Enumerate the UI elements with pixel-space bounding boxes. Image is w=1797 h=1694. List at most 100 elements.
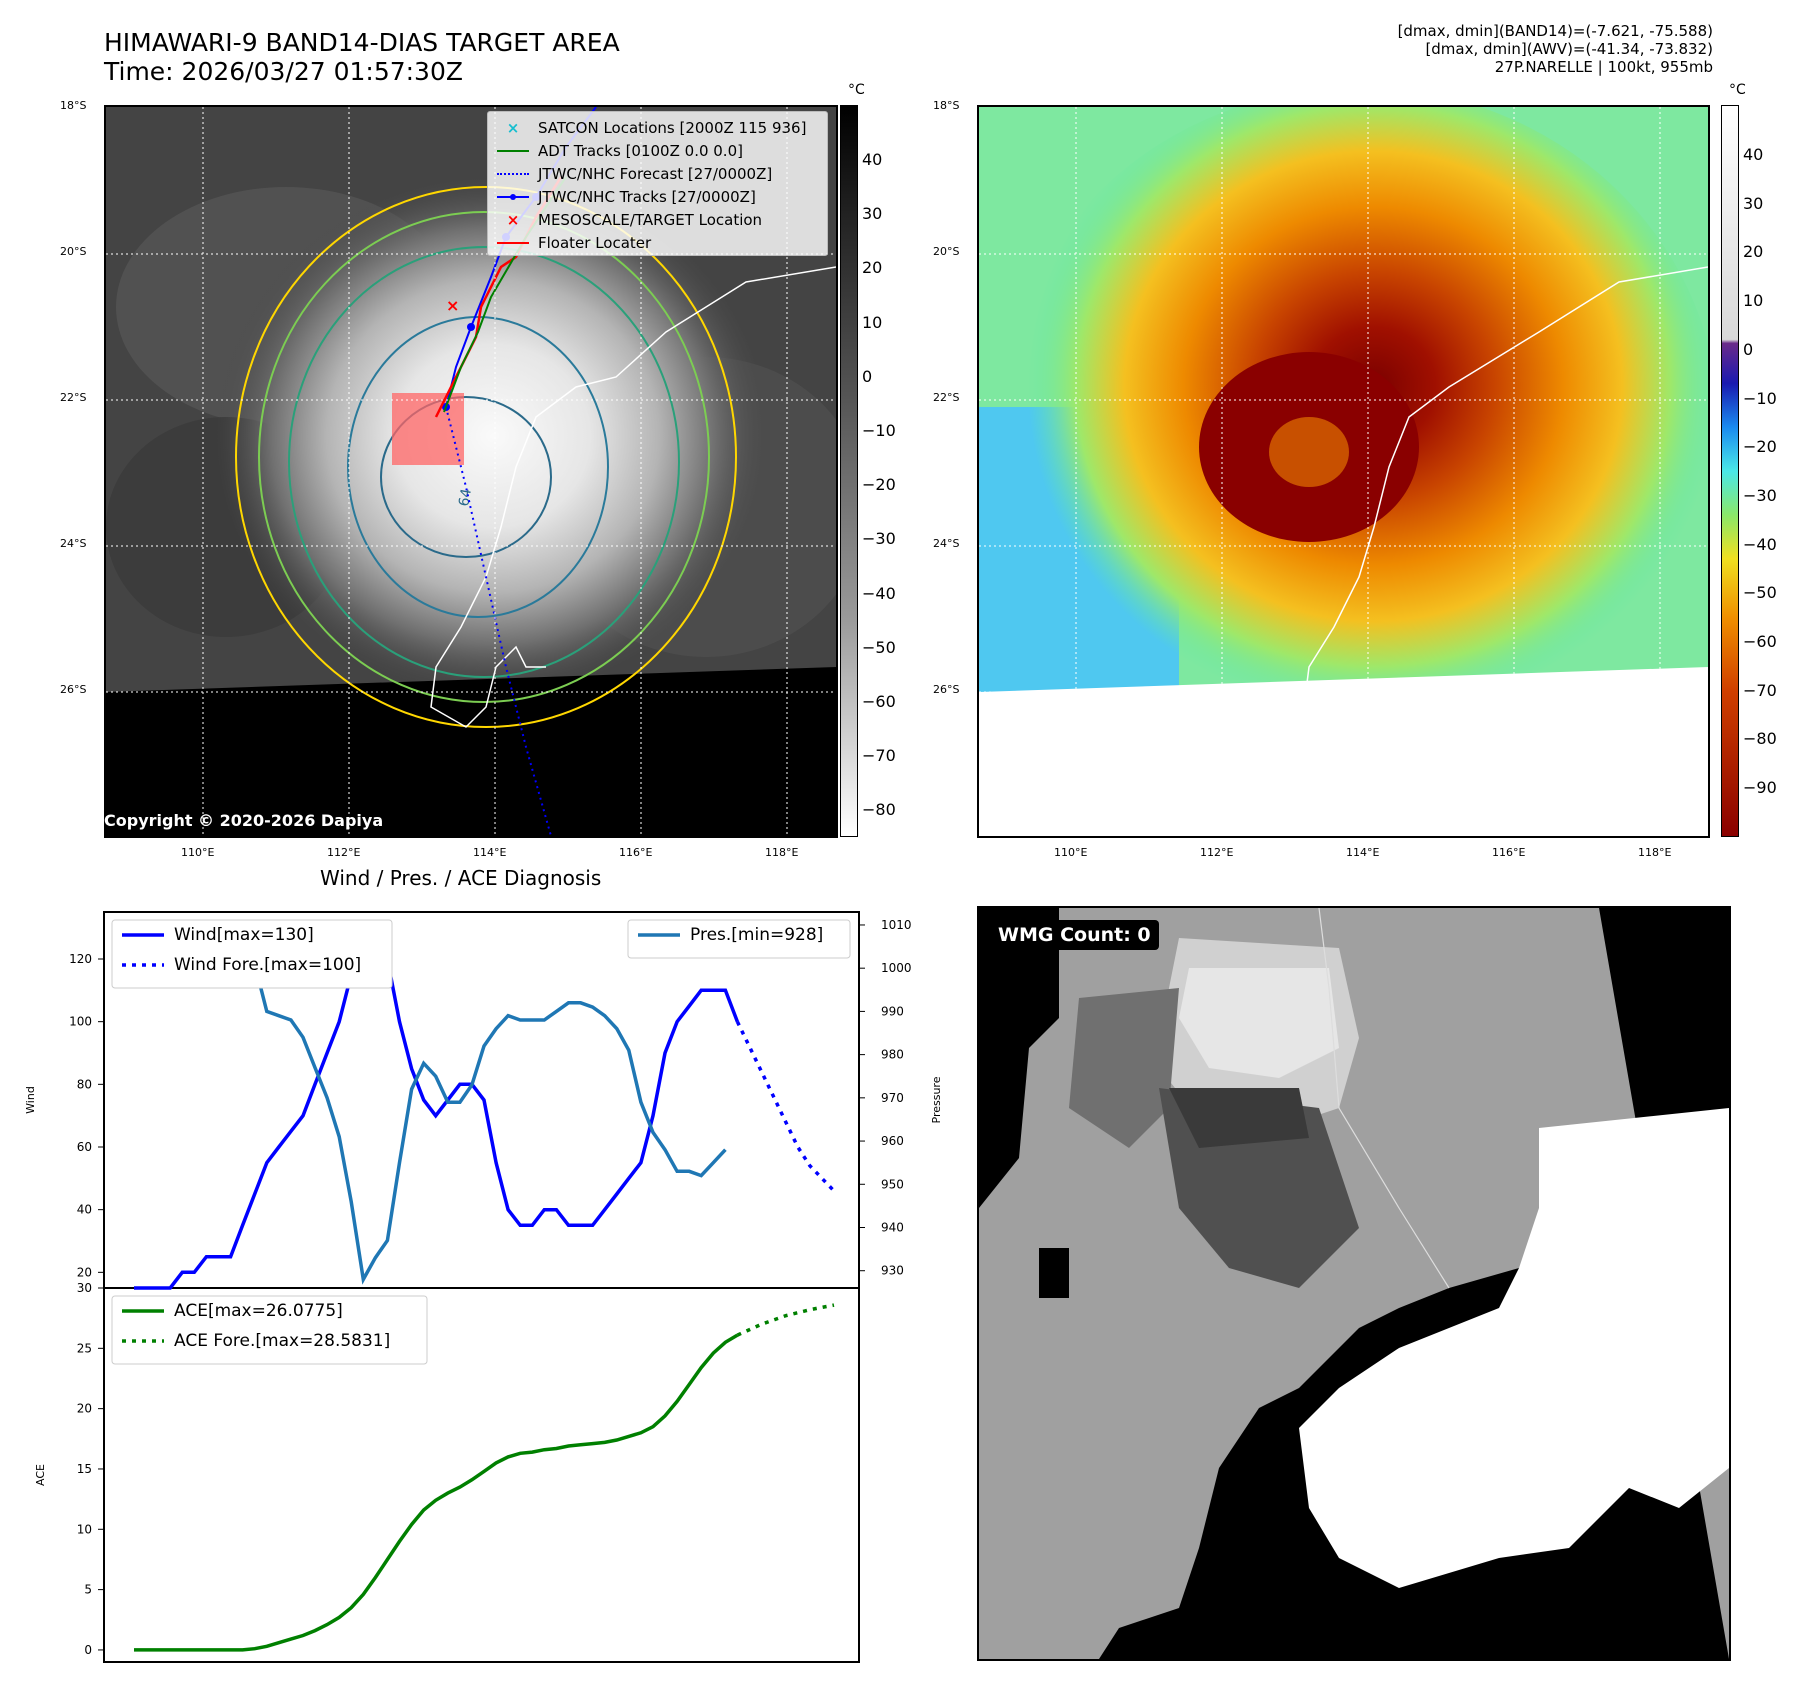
colorbar-tick-label: −60 [862, 692, 896, 711]
series-line [736, 1303, 835, 1337]
colorbar-tick-label: −90 [1743, 778, 1777, 798]
colorbar-tick-label: −20 [862, 475, 896, 495]
lat-tick-label: 18°S [60, 99, 87, 112]
colorbar-tick-label: 30 [1743, 193, 1764, 213]
wind-tick-label: 100 [69, 1015, 92, 1029]
pressure-tick-label: 940 [881, 1220, 904, 1234]
legend-label: Floater Locater [538, 233, 652, 252]
ace-tick-label: 10 [77, 1522, 92, 1536]
info-line-1: [dmax, dmin](BAND14)=(-7.621, -75.588) [1397, 22, 1713, 40]
legend-label: Wind[max=130] [174, 925, 314, 945]
chart-legend [111, 1295, 428, 1365]
colorbar-tick-label: 40 [862, 150, 883, 169]
pressure-tick-label: 950 [881, 1177, 904, 1191]
pressure-tick-label: 980 [881, 1048, 904, 1062]
series-line [134, 1333, 739, 1652]
colorbar-tick-label: 0 [1743, 339, 1754, 359]
wmg-image [979, 908, 1729, 1659]
colorbar-tick-label: −70 [1743, 680, 1777, 700]
wind-tick-label: 20 [77, 1265, 92, 1279]
colorbar-tick-label: −30 [1743, 485, 1777, 505]
ace-tick-label: 25 [77, 1341, 92, 1355]
colorbar-tick-label: −40 [862, 583, 896, 603]
colorbar-tick-label: −60 [1743, 632, 1777, 651]
colorbar-tick-label: 0 [862, 366, 873, 386]
legend-entry: × SATCON Locations [2000Z 115 936] [496, 116, 819, 139]
wmg-panel [977, 906, 1731, 1661]
wind-tick-label: 120 [69, 952, 92, 966]
colorbar-tick-label: −10 [1743, 388, 1777, 408]
ir-legend: × SATCON Locations [2000Z 115 936] ADT Tra… [487, 111, 828, 256]
lat-tick-label: 20°S [933, 245, 960, 258]
color-enhanced-image [979, 107, 1708, 836]
lon-tick-label: 116°E [1492, 846, 1526, 859]
wind-tick-label: 40 [77, 1203, 92, 1217]
colorbar-tick-label: 10 [1743, 291, 1764, 311]
colorbar-tick-label: −70 [862, 746, 896, 766]
pressure-axis-label: Pressure [930, 1076, 943, 1123]
legend-entry: ADT Tracks [0100Z 0.0 0.0] [496, 139, 819, 162]
wind-tick-label: 80 [77, 1077, 92, 1091]
lat-tick-label: 24°S [933, 537, 960, 550]
lon-tick-label: 110°E [1054, 846, 1088, 859]
x-marker-icon: × [506, 210, 520, 229]
color-enhanced-panel [977, 105, 1710, 838]
chart-title: Wind / Pres. / ACE Diagnosis [320, 866, 602, 890]
lon-tick-label: 116°E [619, 846, 653, 859]
pressure-tick-label: 970 [881, 1091, 904, 1105]
lat-tick-label: 24°S [60, 537, 87, 550]
info-line-2: [dmax, dmin](AWV)=(-41.34, -73.832) [1425, 40, 1713, 58]
ace-tick-label: 30 [77, 1281, 92, 1295]
storm-info: [dmax, dmin](BAND14)=(-7.621, -75.588) [… [1398, 22, 1713, 76]
colorbar-tick-label: 20 [862, 258, 883, 278]
lon-tick-label: 114°E [473, 846, 507, 859]
chart-legend [111, 919, 393, 989]
ir-satellite-image: 64 × [106, 107, 836, 836]
lat-tick-label: 18°S [933, 99, 960, 112]
pressure-tick-label: 990 [881, 1004, 904, 1018]
lat-tick-label: 20°S [60, 245, 87, 258]
wmg-count-badge: WMG Count: 0 [990, 920, 1159, 950]
legend-entry: JTWC/NHC Forecast [27/0000Z] [496, 162, 819, 185]
colorbar-tick-label: −50 [862, 637, 896, 657]
series-line [735, 1020, 836, 1193]
lon-tick-label: 110°E [181, 846, 215, 859]
legend-entry: JTWC/NHC Tracks [27/0000Z] [496, 185, 819, 208]
legend-label: ACE[max=26.0775] [174, 1301, 343, 1321]
ace-axis-label: ACE [34, 1464, 47, 1486]
legend-label: ADT Tracks [0100Z 0.0 0.0] [538, 141, 743, 160]
pressure-tick-label: 930 [881, 1264, 904, 1278]
color-colorbar [1721, 105, 1739, 837]
solid-line-icon [496, 236, 530, 250]
ace-tick-label: 20 [77, 1402, 92, 1416]
title-line-2: Time: 2026/03/27 01:57:30Z [104, 57, 463, 86]
dotted-line-icon [496, 167, 530, 181]
pressure-tick-label: 1010 [881, 918, 912, 932]
mesoscale-target-marker: × [446, 296, 459, 315]
map-gridlines-2 [979, 107, 1708, 836]
contour-label: 64 [456, 487, 475, 507]
colorbar-tick-label: −10 [862, 421, 896, 440]
diagnosis-chart: 2040608010012093094095096097098099010001… [24, 911, 943, 1663]
color-colorbar-unit: °C [1729, 82, 1746, 98]
lat-tick-label: 22°S [60, 391, 87, 404]
ir-satellite-panel: 64 × [104, 105, 838, 838]
legend-label: MESOSCALE/TARGET Location [538, 210, 763, 229]
lon-tick-label: 118°E [765, 846, 799, 859]
title-line-1: HIMAWARI-9 BAND14-DIAS TARGET AREA [104, 28, 620, 57]
legend-label: SATCON Locations [2000Z 115 936] [538, 118, 807, 137]
series-line [134, 923, 740, 1290]
colorbar-tick-label: −80 [862, 800, 896, 820]
legend-label: ACE Fore.[max=28.5831] [174, 1331, 390, 1351]
ir-colorbar-unit: °C [848, 82, 865, 98]
chart-legend [627, 919, 851, 959]
ace-tick-label: 5 [84, 1583, 92, 1597]
colorbar-tick-label: 30 [862, 204, 883, 224]
lat-tick-label: 22°S [933, 391, 960, 404]
colorbar-tick-label: 10 [862, 312, 883, 332]
colorbar-tick-label: −80 [1743, 729, 1777, 749]
colorbar-tick-label: −20 [1743, 437, 1777, 457]
pressure-tick-label: 960 [881, 1134, 904, 1148]
ace-tick-label: 0 [84, 1643, 92, 1657]
wind-axis-label: Wind [24, 1086, 37, 1114]
